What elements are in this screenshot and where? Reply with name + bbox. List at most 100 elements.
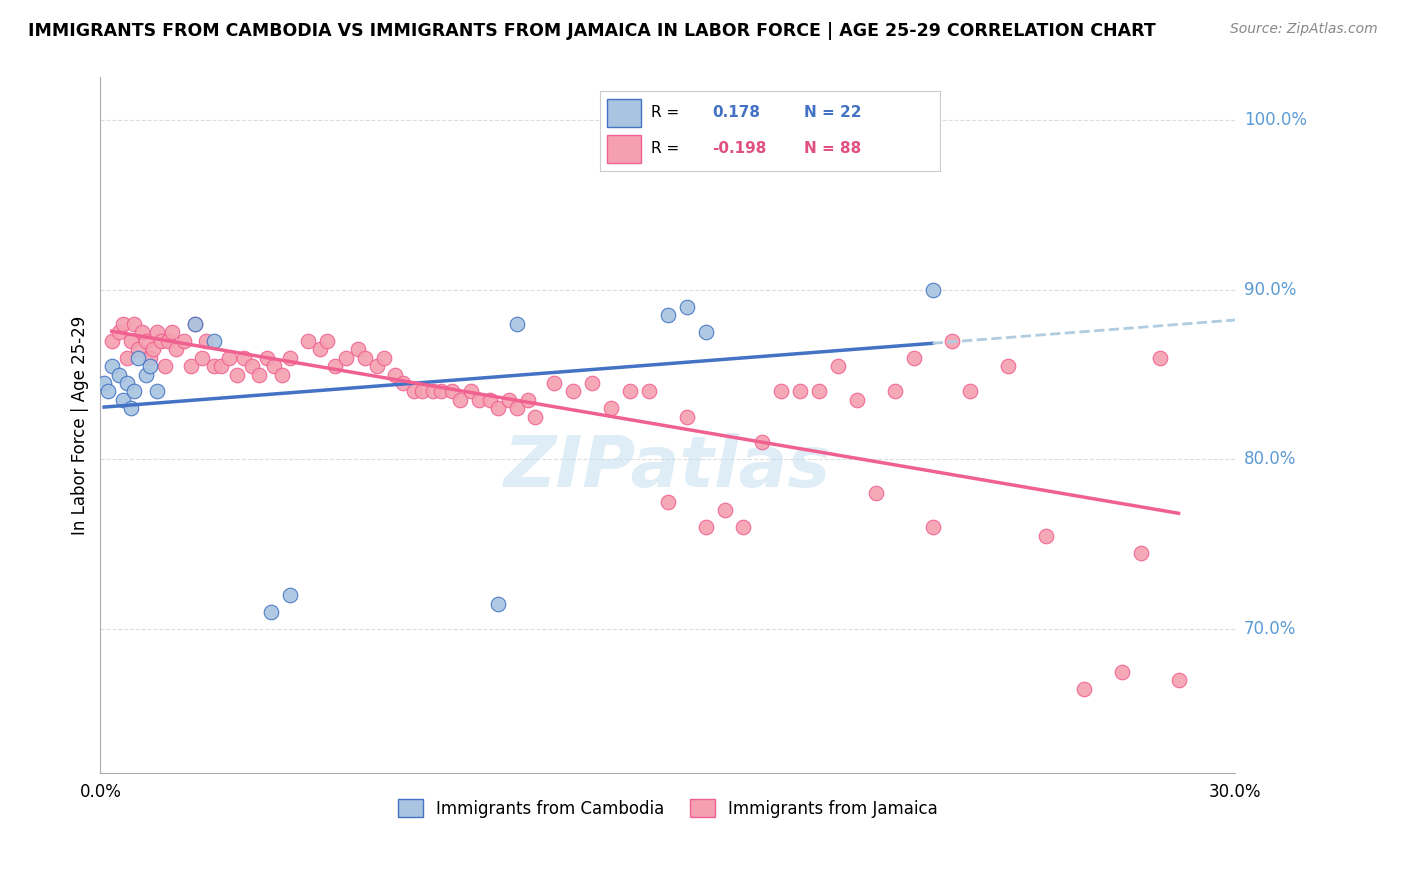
Point (218, 351, 240, 365)
Point (112, 317, 135, 331)
Point (120, 334, 142, 348)
Point (921, 520, 943, 534)
Point (146, 384, 169, 399)
Text: 70.0%: 70.0% (1244, 620, 1296, 638)
Point (449, 392, 471, 407)
Point (323, 359, 346, 373)
Point (278, 351, 301, 365)
Point (808, 384, 831, 399)
Point (240, 359, 263, 373)
Point (256, 351, 278, 365)
Point (366, 359, 388, 373)
Point (202, 359, 225, 373)
Point (97, 384, 120, 399)
Point (173, 334, 195, 348)
Point (1073, 681, 1095, 696)
Text: 80.0%: 80.0% (1244, 450, 1296, 468)
Point (430, 384, 453, 399)
Point (335, 351, 357, 365)
Point (100, 359, 122, 373)
Point (865, 486, 887, 500)
Point (543, 376, 565, 390)
Point (202, 334, 225, 348)
Point (271, 368, 294, 382)
Point (149, 334, 172, 348)
Point (657, 308, 679, 322)
Point (486, 401, 509, 416)
Point (498, 392, 520, 407)
Text: 100.0%: 100.0% (1244, 111, 1306, 128)
Point (770, 384, 793, 399)
Text: IMMIGRANTS FROM CAMBODIA VS IMMIGRANTS FROM JAMAICA IN LABOR FORCE | AGE 25-29 C: IMMIGRANTS FROM CAMBODIA VS IMMIGRANTS F… (28, 22, 1156, 40)
Point (142, 342, 165, 356)
Point (346, 342, 368, 356)
Point (138, 351, 160, 365)
Point (695, 520, 717, 534)
Point (404, 384, 426, 399)
Point (354, 351, 377, 365)
Point (278, 588, 301, 602)
Point (112, 392, 135, 407)
Point (120, 401, 142, 416)
Point (184, 317, 207, 331)
Point (124, 317, 146, 331)
Point (675, 409, 697, 424)
Point (460, 384, 482, 399)
Legend: Immigrants from Cambodia, Immigrants from Jamaica: Immigrants from Cambodia, Immigrants fro… (391, 793, 945, 824)
Point (467, 392, 489, 407)
Point (93, 376, 115, 390)
Point (921, 283, 943, 297)
Point (392, 376, 415, 390)
Point (157, 334, 180, 348)
Point (165, 342, 187, 356)
Point (135, 334, 157, 348)
Point (259, 605, 281, 619)
Point (524, 409, 547, 424)
Point (479, 392, 502, 407)
Point (695, 325, 717, 339)
Point (127, 351, 149, 365)
Point (247, 368, 270, 382)
Point (1149, 351, 1171, 365)
Point (581, 376, 603, 390)
Point (941, 334, 963, 348)
Point (516, 392, 538, 407)
Point (108, 368, 131, 382)
Point (997, 359, 1019, 373)
Point (1111, 665, 1133, 679)
Point (713, 503, 735, 517)
Text: Source: ZipAtlas.com: Source: ZipAtlas.com (1230, 22, 1378, 37)
Point (422, 384, 444, 399)
Point (562, 384, 585, 399)
Point (1129, 546, 1152, 560)
Point (384, 368, 406, 382)
Point (308, 342, 330, 356)
Point (441, 384, 464, 399)
Text: ZIPatlas: ZIPatlas (505, 433, 831, 501)
Point (180, 359, 202, 373)
Text: 90.0%: 90.0% (1244, 281, 1296, 299)
Point (827, 359, 849, 373)
Point (124, 384, 146, 399)
Point (135, 368, 157, 382)
Point (411, 384, 433, 399)
Point (138, 359, 160, 373)
Y-axis label: In Labor Force | Age 25-29: In Labor Force | Age 25-29 (72, 316, 89, 535)
Point (127, 342, 149, 356)
Point (733, 520, 755, 534)
Point (115, 351, 138, 365)
Point (153, 359, 176, 373)
Point (1167, 673, 1189, 687)
Point (160, 325, 183, 339)
Point (505, 317, 527, 331)
Point (209, 359, 232, 373)
Point (297, 334, 319, 348)
Point (883, 384, 905, 399)
Point (959, 384, 981, 399)
Point (146, 325, 169, 339)
Point (751, 435, 773, 450)
Point (373, 351, 395, 365)
Point (108, 325, 131, 339)
Point (600, 401, 623, 416)
Point (115, 376, 138, 390)
